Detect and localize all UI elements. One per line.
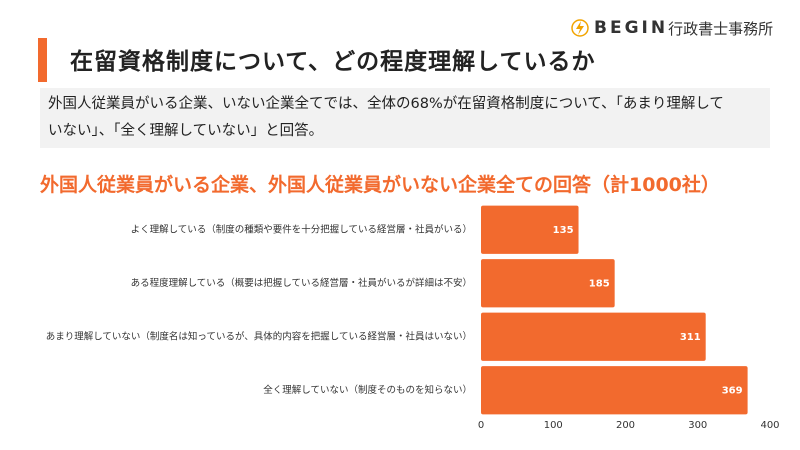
bar — [481, 366, 748, 415]
value-label: 369 — [722, 385, 743, 396]
logo-icon — [571, 19, 589, 37]
y-tick-label: よく理解している（制度の種類や要件を十分把握している経営層・社員がいる） — [131, 223, 472, 235]
x-tick-label: 300 — [688, 420, 707, 431]
x-tick-label: 400 — [760, 420, 779, 431]
heading-accent — [38, 38, 47, 82]
heading: 在留資格制度について、どの程度理解しているか — [70, 49, 596, 75]
summary-box: 外国人従業員がいる企業、いない企業全てでは、全体の68%が在留資格制度について、… — [40, 88, 770, 148]
value-label: 135 — [553, 225, 574, 236]
y-tick-label: あまり理解していない（制度名は知っているが、具体的内容を把握している経営層・社員… — [46, 330, 472, 342]
bar — [481, 259, 615, 308]
logo-brand: BEGIN — [594, 18, 669, 38]
x-tick-label: 0 — [478, 420, 484, 431]
value-label: 185 — [589, 278, 610, 289]
logo-suffix: 行政書士事務所 — [668, 19, 774, 38]
summary: 外国人従業員がいる企業、いない企業全てでは、全体の68%が在留資格制度について、… — [48, 96, 724, 139]
y-tick-label: ある程度理解している（概要は把握している経営層・社員がいるが詳細は不安） — [131, 277, 472, 289]
x-tick-label: 100 — [544, 420, 563, 431]
chart-title: 外国人従業員がいる企業、外国人従業員がいない企業全ての回答（計1000社） — [40, 174, 720, 196]
bar — [481, 205, 579, 254]
y-tick-label: 全く理解していない（制度そのものを知らない） — [263, 384, 472, 396]
value-label: 311 — [680, 332, 701, 343]
logo: BEGIN 行政書士事務所 — [570, 16, 773, 40]
x-tick-label: 200 — [616, 420, 635, 431]
bar — [481, 312, 706, 361]
